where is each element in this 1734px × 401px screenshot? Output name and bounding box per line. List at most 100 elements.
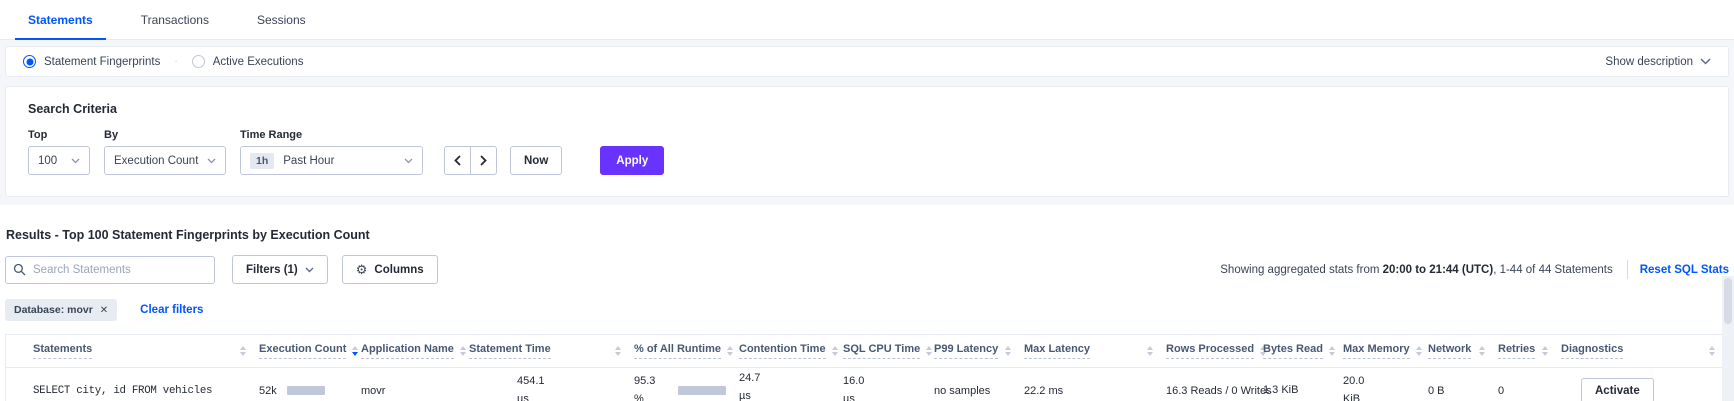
- filters-button-label: Filters (1): [246, 263, 298, 276]
- column-header-retries[interactable]: Retries: [1498, 343, 1561, 359]
- retries-cell: 0: [1498, 384, 1505, 397]
- clear-filters-link[interactable]: Clear filters: [140, 304, 204, 316]
- sort-icon[interactable]: [1415, 346, 1422, 356]
- stats-prefix: Showing aggregated stats from: [1220, 263, 1383, 276]
- tab-sessions[interactable]: Sessions: [244, 3, 319, 39]
- sort-icon[interactable]: [726, 346, 733, 356]
- activate-diagnostics-button[interactable]: Activate: [1581, 378, 1654, 401]
- chevron-down-icon: [207, 158, 216, 164]
- active-filters-row: Database: movr ✕ Clear filters: [5, 299, 1729, 321]
- column-header-diagnostics[interactable]: Diagnostics: [1561, 343, 1728, 359]
- column-header-network[interactable]: Network: [1428, 343, 1498, 359]
- sort-icon[interactable]: [1328, 346, 1335, 356]
- by-select-value: Execution Count: [114, 154, 199, 167]
- column-header-sql-cpu-time[interactable]: SQL CPU Time: [843, 343, 934, 359]
- execution-count-bar: [286, 386, 325, 395]
- radio-selected-icon: [23, 55, 36, 68]
- columns-button-label: Columns: [374, 263, 424, 276]
- stats-suffix: , 1-44 of 44 Statements: [1493, 263, 1613, 276]
- view-mode-radio-group: Statement Fingerprints · Active Executio…: [23, 55, 303, 68]
- column-header-rows-processed[interactable]: Rows Processed: [1166, 343, 1267, 359]
- gear-icon: ⚙: [355, 262, 368, 277]
- column-header-execution-count[interactable]: Execution Count: [259, 343, 361, 359]
- radio-active-executions[interactable]: Active Executions: [191, 55, 303, 68]
- radio-unselected-icon: [191, 55, 205, 68]
- column-header-bytes-read[interactable]: Bytes Read: [1263, 343, 1343, 359]
- time-range-label: Time Range: [240, 129, 303, 141]
- previous-time-button[interactable]: [444, 146, 471, 175]
- toolbar-right: Showing aggregated stats from 20:00 to 2…: [1220, 260, 1729, 279]
- column-header-contention-time[interactable]: Contention Time: [739, 343, 843, 359]
- time-range-badge: 1h: [250, 152, 275, 169]
- search-statements-input[interactable]: [5, 255, 215, 284]
- sort-icon[interactable]: [240, 346, 246, 356]
- show-description-toggle[interactable]: Show description: [1605, 56, 1711, 68]
- tab-statements-label: Statements: [28, 13, 93, 27]
- column-header-p99-latency[interactable]: P99 Latency: [934, 343, 1024, 359]
- sort-icon[interactable]: [1005, 346, 1011, 356]
- sort-icon[interactable]: [1542, 346, 1548, 356]
- close-icon[interactable]: ✕: [99, 304, 109, 316]
- column-header-pct-all-runtime[interactable]: % of All Runtime: [634, 343, 739, 359]
- column-header-statements[interactable]: Statements: [6, 343, 259, 359]
- top-field: Top 100: [28, 129, 90, 175]
- column-header-max-latency[interactable]: Max Latency: [1024, 343, 1166, 359]
- top-select[interactable]: 100: [28, 146, 90, 175]
- sort-icon-active[interactable]: [352, 346, 359, 356]
- top-label: Top: [28, 129, 48, 141]
- sort-icon[interactable]: [459, 346, 466, 356]
- by-label: By: [104, 129, 119, 141]
- tab-statements[interactable]: Statements: [15, 3, 106, 40]
- tab-sessions-label: Sessions: [256, 13, 306, 27]
- show-description-label: Show description: [1605, 55, 1693, 68]
- time-nav-buttons: [444, 146, 497, 175]
- pct-all-runtime-cell: 95.3 %: [634, 373, 739, 401]
- next-time-button[interactable]: [470, 146, 497, 175]
- time-range-select[interactable]: 1h Past Hour: [240, 146, 423, 175]
- sort-icon[interactable]: [1260, 346, 1267, 356]
- view-mode-row: Statement Fingerprints · Active Executio…: [5, 46, 1729, 77]
- search-criteria-title: Search Criteria: [28, 102, 117, 116]
- chevron-down-icon: [1700, 58, 1711, 65]
- toolbar-left: Filters (1) ⚙ Columns: [5, 255, 438, 284]
- sort-icon[interactable]: [831, 346, 838, 356]
- chevron-down-icon: [71, 158, 80, 164]
- results-title: Results - Top 100 Statement Fingerprints…: [6, 228, 370, 242]
- contention-time-cell: 24.7 µs: [739, 370, 843, 401]
- top-select-value: 100: [38, 154, 58, 167]
- apply-button[interactable]: Apply: [600, 146, 665, 175]
- statements-table: Statements Execution Count Application N…: [5, 334, 1729, 401]
- vertical-scrollbar[interactable]: [1722, 276, 1734, 401]
- execution-count-cell: 52k: [259, 385, 361, 397]
- results-section: Results - Top 100 Statement Fingerprints…: [0, 228, 1734, 401]
- reset-sql-stats-link[interactable]: Reset SQL Stats: [1639, 263, 1729, 276]
- execution-count-value: 52k: [259, 384, 277, 397]
- column-header-application-name[interactable]: Application Name: [361, 343, 469, 359]
- column-header-statement-time[interactable]: Statement Time: [469, 343, 634, 359]
- contention-time-value: 24.7 µs: [739, 372, 761, 401]
- time-range-field: Time Range 1h Past Hour: [240, 129, 423, 175]
- stats-time-range: 20:00 to 21:44 (UTC): [1382, 263, 1494, 276]
- pct-all-runtime-value: 95.3 %: [634, 375, 656, 401]
- columns-button[interactable]: ⚙ Columns: [341, 255, 438, 284]
- statement-time-cell: 454.1 µs: [517, 375, 545, 401]
- tab-transactions[interactable]: Transactions: [128, 3, 222, 39]
- sort-icon[interactable]: [1479, 346, 1485, 356]
- sort-icon[interactable]: [615, 346, 621, 356]
- now-button[interactable]: Now: [510, 146, 563, 175]
- by-field: By Execution Count: [104, 129, 226, 175]
- database-filter-pill: Database: movr ✕: [5, 299, 118, 321]
- column-header-max-memory[interactable]: Max Memory: [1343, 343, 1428, 359]
- scrollbar-thumb[interactable]: [1724, 278, 1732, 324]
- filters-button[interactable]: Filters (1): [232, 255, 328, 284]
- statement-link[interactable]: SELECT city, id FROM vehicles: [33, 385, 213, 397]
- radio-statement-fingerprints[interactable]: Statement Fingerprints: [23, 55, 160, 68]
- sort-icon[interactable]: [926, 346, 933, 356]
- by-select[interactable]: Execution Count: [104, 146, 226, 175]
- results-toolbar: Filters (1) ⚙ Columns Showing aggregated…: [5, 255, 1729, 284]
- chevron-down-icon: [404, 158, 413, 164]
- sort-icon[interactable]: [1709, 346, 1715, 356]
- chevron-down-icon: [305, 267, 314, 273]
- sort-icon[interactable]: [1147, 346, 1153, 356]
- sql-cpu-time-cell: 16.0 µs: [843, 375, 865, 401]
